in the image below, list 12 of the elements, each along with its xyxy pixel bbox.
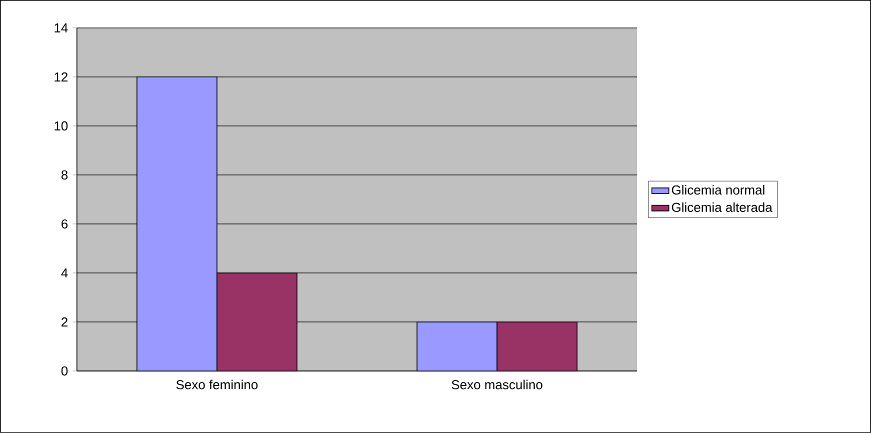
legend-label: Glicemia alterada (672, 202, 772, 212)
y-tick-label: 10 (54, 121, 68, 131)
legend-label: Glicemia normal (672, 185, 764, 195)
y-tick-label: 8 (61, 170, 68, 180)
y-tick-label: 2 (62, 317, 68, 327)
y-tick-label: 6 (62, 219, 68, 229)
y-tick-label: 0 (61, 366, 68, 376)
y-tick-label: 4 (61, 268, 68, 278)
y-tick-label: 12 (54, 72, 68, 82)
x-tick-label: Sexo masculino (452, 380, 542, 390)
x-tick-label: Sexo feminino (176, 380, 258, 390)
y-tick-label: 14 (54, 23, 68, 32)
